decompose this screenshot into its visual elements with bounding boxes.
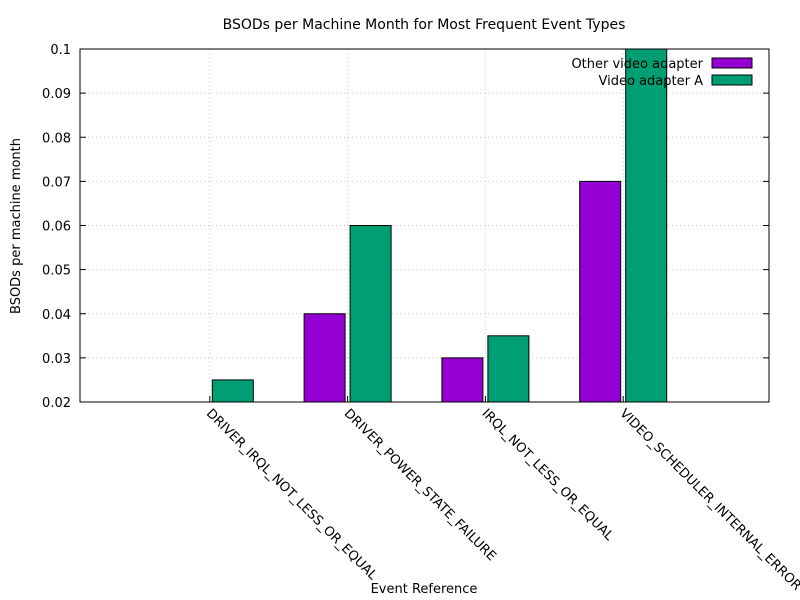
- legend-swatch: [711, 57, 753, 69]
- y-tick-label: 0.03: [42, 352, 71, 367]
- y-tick-label: 0.09: [42, 87, 71, 102]
- bar: [211, 379, 254, 403]
- y-tick-label: 0.1: [50, 43, 71, 58]
- legend-swatch: [711, 74, 753, 86]
- y-tick-label: 0.08: [42, 131, 71, 146]
- bar: [349, 225, 392, 403]
- bar: [303, 313, 346, 403]
- y-tick-label: 0.06: [42, 220, 71, 235]
- bar: [441, 357, 484, 403]
- bars: [211, 48, 668, 403]
- x-category-label: DRIVER_POWER_STATE_FAILURE: [341, 406, 499, 564]
- legend-label: Video adapter A: [599, 74, 704, 89]
- y-tick-label: 0.02: [42, 396, 71, 411]
- legend: Other video adapter Video adapter A: [571, 57, 753, 89]
- x-axis-categories: DRIVER_IRQL_NOT_LESS_OR_EQUALDRIVER_POWE…: [203, 396, 800, 594]
- y-axis-ticks: 0.02 0.03 0.04 0.05 0.06 0.07 0.08 0.09 0.1: [42, 43, 769, 411]
- x-category-label: IRQL_NOT_LESS_OR_EQUAL: [479, 406, 617, 544]
- x-category-label: VIDEO_SCHEDULER_INTERNAL_ERROR: [616, 406, 800, 594]
- y-tick-label: 0.04: [42, 308, 71, 323]
- legend-label: Other video adapter: [571, 57, 703, 72]
- y-axis-label: BSODs per machine month: [9, 138, 24, 314]
- x-category-label: DRIVER_IRQL_NOT_LESS_OR_EQUAL: [203, 406, 380, 583]
- y-tick-label: 0.05: [42, 264, 71, 279]
- bar: [579, 180, 622, 403]
- x-axis-label: Event Reference: [371, 582, 478, 597]
- grid: [80, 49, 769, 402]
- chart-title: BSODs per Machine Month for Most Frequen…: [223, 17, 626, 33]
- bar: [487, 335, 530, 403]
- y-tick-label: 0.07: [42, 175, 71, 190]
- bar: [625, 48, 668, 403]
